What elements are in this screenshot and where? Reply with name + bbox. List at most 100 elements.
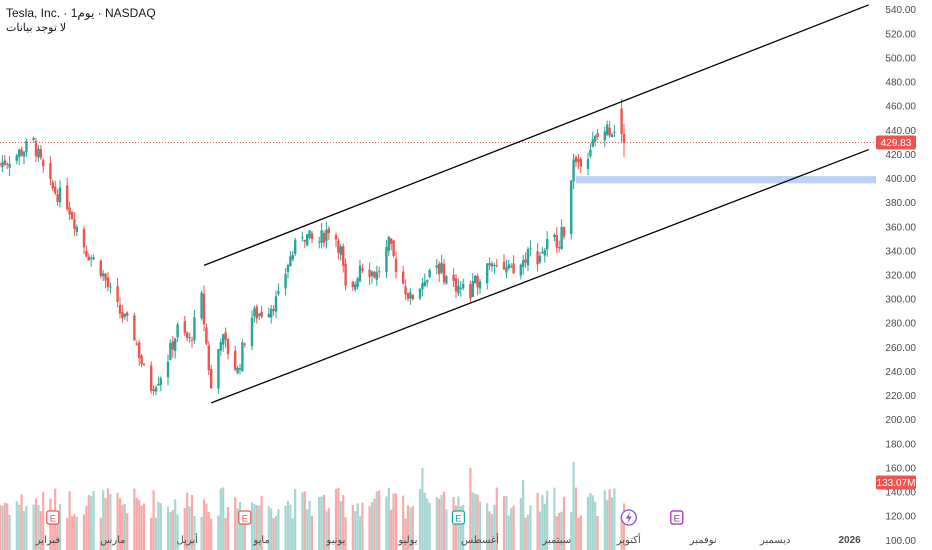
volume-bar [577,517,580,550]
volume-bar [495,487,498,550]
channel-lower-line[interactable] [210,148,870,404]
volume-bar [522,480,525,550]
volume-bar [210,518,213,550]
volume-bar [493,504,496,550]
volume-bar [570,512,573,550]
volume-bar [486,503,489,550]
flash-marker[interactable] [620,509,637,526]
volume-bar [39,511,42,550]
earnings-marker[interactable]: E [46,510,60,525]
horizontal-zone[interactable] [576,176,876,184]
candle-body [361,268,364,271]
candle-body [294,239,297,255]
volume-bar [392,493,395,550]
candle-body [301,237,304,239]
candle-body [236,367,239,374]
candle-body [102,273,105,277]
volume-bar [387,487,390,550]
candle-body [154,387,158,392]
candle-body [555,235,558,248]
candle-body [277,291,280,295]
candle-body [613,131,616,133]
volume-bar [358,516,362,550]
chart-header: Tesla, Inc. · 1يوم · NASDAQ لا توجد بيان… [6,6,156,36]
candle-body [454,278,458,292]
candle-body [387,236,390,251]
price-tick-label: 420.00 [885,150,916,161]
volume-bar [505,495,508,550]
candle-body [284,273,287,289]
price-tick-label: 160.00 [885,463,916,474]
volume-bar [73,514,76,550]
symbol-title[interactable]: Tesla, Inc. · 1يوم · NASDAQ [6,6,156,20]
candle-body [541,251,544,254]
candle-body [394,258,398,272]
volume-bar [342,495,345,550]
candle-body [15,155,18,161]
candle-body [138,342,141,358]
volume-bar [51,511,54,550]
volume-bar [438,498,441,550]
volume-bar [558,512,561,550]
time-axis[interactable]: فبراير مارس أبريل مايو يونيو يوليو أغسطس سبتمبر… [35,533,861,546]
candle-body [490,263,494,267]
candle-body [159,378,162,385]
volume-bar [152,490,155,550]
candle-body [519,264,522,276]
candle-body [423,281,426,287]
candle-body [529,248,532,250]
candle-body [6,163,9,165]
candle-body [8,163,11,168]
volume-bar [474,493,477,550]
candle-body [406,293,410,299]
volume-bar [193,515,196,550]
volume-bar [337,487,340,550]
volume-bar [104,497,107,550]
volume-bar [294,488,297,550]
channel-upper-line[interactable] [203,4,870,266]
candle-body [610,134,614,138]
volume-bar [174,499,177,550]
candle-body [435,265,438,268]
volume-bar [411,506,414,550]
candle-body [174,338,177,351]
volume-bar [606,499,609,550]
time-tick-label: ديسمبر [759,535,790,546]
volume-bar [418,489,422,550]
volume-bar [190,494,194,550]
earnings-marker[interactable]: E [238,510,252,525]
volume-bar [118,498,122,550]
price-axis[interactable]: 100.00 120.00 140.00 160.00 180.00 200.00 220.… [876,0,932,550]
candle-body [596,132,599,137]
candle-body [234,350,237,370]
candle-body [445,276,448,284]
candle-body [560,226,563,250]
candle-body [354,284,357,290]
earnings-marker[interactable]: E [670,510,684,525]
volume-bar [32,504,35,550]
candle-body [507,264,510,269]
volume-bar [507,515,510,550]
volume-bar [258,505,261,550]
volume-bar [267,506,270,550]
candle-body [522,260,525,267]
candle-body [241,342,244,372]
candle-body [20,149,23,156]
candle-body [586,158,590,169]
candle-body [411,295,414,300]
volume-bar [92,491,95,550]
candle-body [620,108,623,134]
candle-body [190,339,194,341]
volume-bar [490,514,494,550]
volume-bar [303,491,306,550]
volume-bar [512,505,515,550]
earnings-marker[interactable]: E [451,510,465,525]
candle-body [334,235,338,240]
candle-body [438,263,441,275]
price-tick-label: 240.00 [885,367,916,378]
candle-body [459,287,462,289]
volume-bar [526,514,530,550]
lightning-icon [625,511,632,524]
